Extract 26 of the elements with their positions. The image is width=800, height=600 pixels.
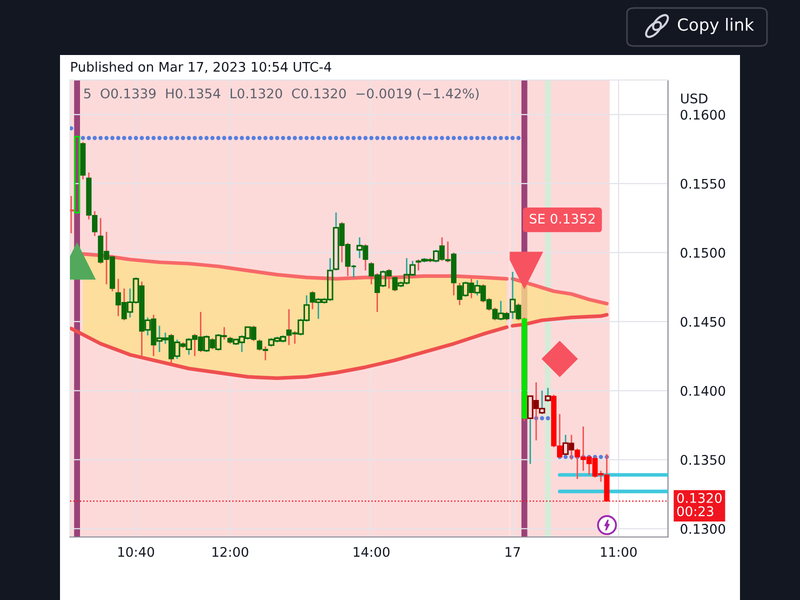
line-series (510, 312, 609, 328)
text: Copy link (678, 18, 754, 34)
point (516, 136, 521, 140)
y-tick-label: 0.1600 (680, 110, 726, 120)
y-tick-label: 0.1500 (680, 248, 726, 258)
chart-title: Published on Mar 17, 2023 10:54 UTC-4 (71, 62, 332, 74)
y-tick-label: 0.1400 (680, 386, 726, 396)
x-tick-label: 14:00 (354, 546, 390, 557)
x-tick-label: 17 (506, 547, 520, 557)
point (540, 416, 544, 420)
y-tick-label: 0.1300 (680, 524, 726, 534)
point (510, 136, 515, 140)
point (546, 416, 550, 420)
point (542, 340, 578, 378)
x-tick-label: 12:00 (212, 546, 248, 557)
y-axis-title: USD (681, 93, 708, 104)
y-tick-label: 0.1350 (680, 454, 726, 465)
ref-line-label: 0.1320 00:23 (677, 493, 722, 516)
point (598, 454, 603, 460)
y-tick-label: 0.1450 (680, 316, 726, 327)
y-tick-label: 0.1550 (680, 178, 726, 189)
x-tick-label: 10:40 (118, 546, 154, 557)
point (564, 454, 568, 460)
x-tick-label: 11:00 (600, 546, 637, 557)
text: 5 O0.1339 H0.1354 L0.1320 C0.1320 −0.0019 (−1.42%) (84, 88, 479, 100)
annotation: SE 0.1352 (530, 214, 595, 224)
